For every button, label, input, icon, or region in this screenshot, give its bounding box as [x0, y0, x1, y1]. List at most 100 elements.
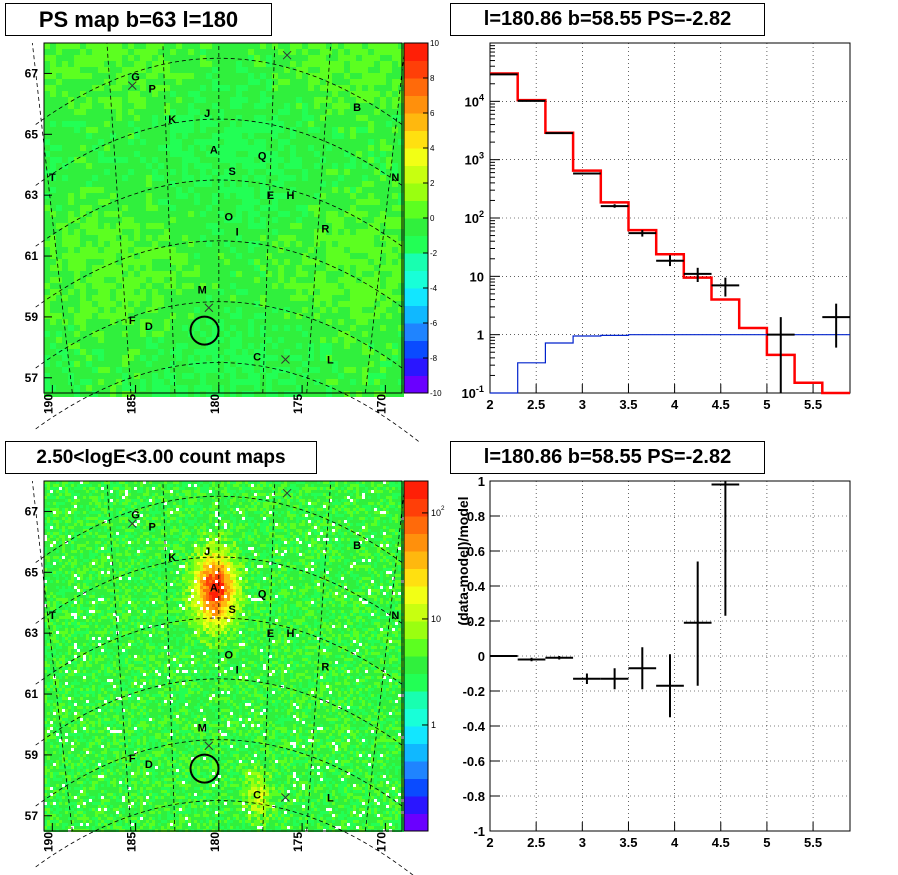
colorbar-tick-label: 102	[431, 505, 445, 518]
x-tick-label: 170	[374, 394, 388, 414]
colorbar-tick-label: -10	[430, 389, 442, 398]
colorbar-tick-label: -4	[430, 284, 438, 293]
graticule-latitude	[35, 240, 419, 321]
y-tick-label: 10-1	[461, 384, 484, 401]
graticule-longitude	[306, 42, 332, 394]
x-tick-label: 180	[208, 394, 222, 414]
spectrum-title: l=180.86 b=58.55 PS=-2.82	[450, 3, 765, 36]
count-map-panel: 190 185 180 175 170 57 59 61 63 65 67 GP K J B A Q S E H T N O…	[25, 480, 445, 875]
x-tick-label: 5	[763, 397, 770, 412]
source-label-K: K	[168, 552, 176, 564]
source-label-D: D	[145, 759, 153, 771]
source-label-I: I	[236, 227, 239, 239]
y-tick-label: 65	[25, 565, 39, 579]
graticule-longitude	[162, 42, 176, 394]
source-label-H: H	[286, 190, 294, 202]
y-tick-label: 103	[464, 151, 484, 168]
source-label-B: B	[353, 102, 361, 114]
graticule-latitude	[35, 556, 419, 637]
y-tick-label: -0.6	[463, 754, 485, 769]
y-tick-label: 0.4	[467, 579, 486, 594]
y-tick-label: 1	[478, 474, 485, 489]
y-tick-label: 67	[25, 504, 39, 518]
x-tick-label: 3	[579, 397, 586, 412]
x-tick-label: 5.5	[804, 397, 822, 412]
graticule-latitude	[35, 617, 419, 698]
residual-panel: 2 2.5 3 3.5 4 4.5 5 5.5 1 0.8 0.6 0.4 0.2 0 -0.2 -0.4 -0…	[455, 474, 851, 850]
colorbar-tick-label: 8	[430, 74, 435, 83]
y-tick-label: 63	[25, 188, 39, 202]
colorbar-tick-label: -6	[430, 319, 438, 328]
count-colorbar: 102 10 1	[403, 480, 445, 832]
x-tick-label: 5.5	[804, 835, 822, 850]
y-tick-label: 102	[464, 209, 484, 226]
cross-marker	[204, 741, 214, 751]
graticule-latitude	[35, 800, 414, 875]
y-tick-label: 1	[477, 328, 484, 343]
x-tick-label: 2	[486, 835, 493, 850]
source-label-J: J	[204, 546, 210, 558]
x-tick-label: 2.5	[527, 835, 545, 850]
target-circle	[189, 753, 220, 784]
ps-colorbar: 10 8 6 4 2 0 -2 -4 -6 -8 -10	[403, 39, 442, 398]
source-label-P: P	[149, 84, 156, 96]
y-tick-label: -1	[473, 824, 485, 839]
x-tick-label: 4	[671, 835, 679, 850]
colorbar-tick-label: 2	[430, 179, 435, 188]
colorbar-tick-label: -2	[430, 249, 438, 258]
graticule-longitude	[106, 480, 132, 832]
y-tick-label: 61	[25, 687, 39, 701]
graticule-latitude	[35, 57, 419, 138]
x-tick-label: 3.5	[619, 835, 637, 850]
y-tick-label: -0.4	[463, 719, 486, 734]
source-label-M: M	[198, 723, 207, 735]
graticule-latitude	[35, 739, 419, 819]
colorbar-tick-label: 1	[431, 720, 436, 730]
spectrum-panel: 2 2.5 3 3.5 4 4.5 5 5.5 10-1 1 10 102 103 104	[461, 42, 851, 412]
residual-y-axis-label: (data-model)/model	[455, 496, 471, 625]
x-tick-label: 175	[291, 832, 305, 852]
count-graticule	[31, 480, 419, 875]
source-label-R: R	[321, 662, 329, 674]
source-label-S: S	[228, 604, 235, 616]
x-tick-label: 190	[41, 832, 55, 852]
x-tick-label: 4	[671, 397, 679, 412]
y-tick-label: 63	[25, 626, 39, 640]
ps-map-title: PS map b=63 l=180	[5, 3, 272, 36]
colorbar-tick-label: 10	[430, 39, 439, 48]
source-label-C: C	[253, 789, 261, 801]
colorbar-frame	[403, 480, 429, 832]
graticule-longitude	[31, 480, 73, 832]
y-tick-label: 59	[25, 748, 39, 762]
count-map-title: 2.50<logE<3.00 count maps	[5, 441, 317, 474]
target-circle	[189, 315, 220, 346]
cross-marker	[204, 303, 214, 313]
x-tick-label: 185	[125, 832, 139, 852]
y-tick-label: 104	[464, 92, 484, 109]
y-tick-label: 0.6	[467, 544, 485, 559]
source-label-A: A	[210, 145, 218, 157]
y-tick-label: 10	[470, 269, 484, 284]
x-tick-label: 3	[579, 835, 586, 850]
source-label-F: F	[129, 753, 136, 765]
source-label-R: R	[321, 224, 329, 236]
ps-map-panel: 190 185 180 175 170 57 59 61 63 65 67 GP K J B A Q S E H T N O…	[25, 39, 442, 442]
y-tick-label: 0.2	[467, 614, 485, 629]
graticule-longitude	[262, 42, 276, 394]
source-label-C: C	[253, 351, 261, 363]
source-label-G: G	[131, 509, 140, 521]
y-tick-label: 67	[25, 66, 39, 80]
source-label-S: S	[228, 166, 235, 178]
x-tick-label: 4.5	[712, 835, 730, 850]
source-label-M: M	[198, 285, 207, 297]
cross-marker	[281, 355, 290, 364]
count-map-frame	[43, 480, 403, 832]
graticule-longitude	[262, 480, 276, 832]
y-tick-label: 0.8	[467, 509, 485, 524]
graticule-latitude	[35, 678, 419, 759]
y-tick-label: -0.8	[463, 789, 485, 804]
cross-marker	[282, 50, 292, 60]
y-tick-label: 57	[25, 371, 39, 385]
source-label-Q: Q	[258, 151, 267, 163]
source-label-E: E	[267, 190, 274, 202]
